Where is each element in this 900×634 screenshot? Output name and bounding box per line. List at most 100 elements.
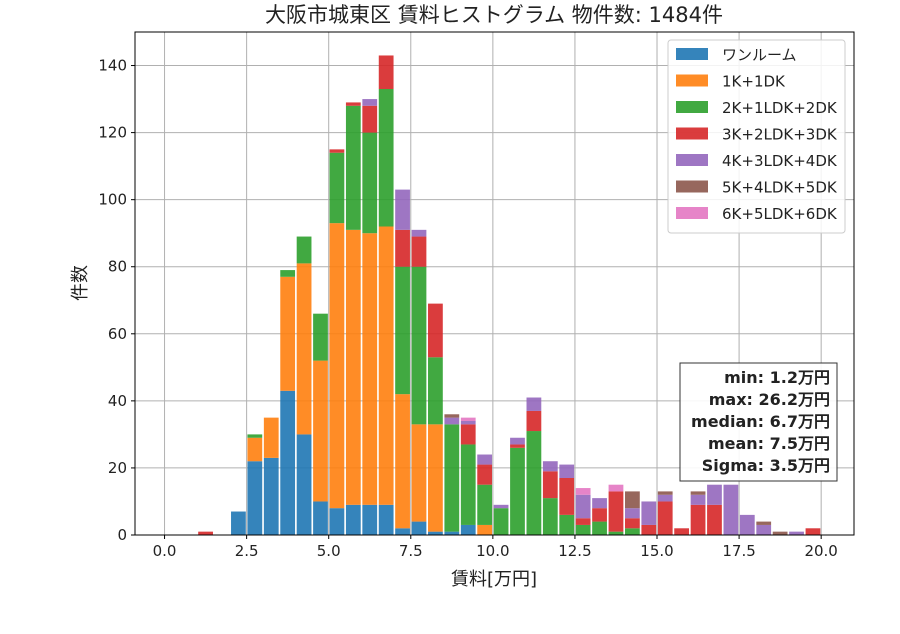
bar-segment-1 [362, 504, 378, 535]
bar-segment-3 [411, 266, 427, 425]
bar-segment-5 [723, 484, 739, 535]
bar-segment-4 [559, 477, 575, 515]
bar-segment-3 [542, 498, 558, 535]
stats-box-frame [679, 362, 838, 482]
bar-segment-3 [477, 484, 493, 525]
bar-segment-4 [460, 424, 476, 445]
y-axis-ticks: 0 20 40 60 80 100 120 140 [98, 57, 135, 544]
legend-label: 1K+1DK [722, 73, 786, 91]
bar-segment-4 [690, 504, 706, 535]
x-axis-label: 賃料[万円] [451, 569, 537, 590]
stats-box: min: 1.2万円 max: 26.2万円 median: 6.7万円 mea… [679, 362, 838, 482]
y-tick-label: 60 [108, 325, 127, 343]
bar-segment-4 [428, 303, 443, 358]
bar-segment-2 [345, 229, 361, 505]
bar-segment-5 [575, 494, 591, 519]
y-tick-label: 40 [108, 392, 127, 410]
bar-segment-3 [395, 266, 410, 395]
bar-segment-6 [772, 531, 788, 535]
bar-segment-6 [444, 414, 460, 418]
bar-segment-5 [460, 420, 476, 425]
bar-segment-3 [526, 431, 542, 535]
bar-segment-3 [345, 105, 361, 230]
bar-segment-2 [263, 417, 279, 458]
bar-segment-3 [444, 424, 460, 532]
bar-segment-1 [411, 521, 427, 535]
bar-segment-5 [526, 397, 542, 411]
bar-segment-7 [460, 417, 476, 421]
bar-segment-2 [378, 226, 394, 505]
y-tick-label: 20 [108, 459, 127, 477]
bar-segment-3 [493, 508, 509, 535]
bar-segment-1 [231, 511, 246, 535]
chart-title: 大阪市城東区 賃料ヒストグラム 物件数: 1484件 [265, 3, 723, 27]
legend-swatch [676, 207, 708, 219]
bar-segment-5 [362, 99, 378, 106]
plot-frame [134, 31, 855, 536]
legend-label: 4K+3LDK+4DK [722, 152, 838, 170]
bar-segment-2 [477, 524, 493, 535]
bar-segment-4 [526, 410, 542, 432]
bar-segment-3 [280, 270, 296, 277]
bar-segment-4 [608, 491, 624, 532]
bar-segment-5 [789, 531, 804, 535]
bar-segment-4 [575, 518, 591, 525]
bar-segment-4 [805, 528, 821, 535]
bar-segment-5 [641, 501, 657, 525]
bar-segment-4 [542, 471, 558, 499]
stats-max: max: 26.2万円 [709, 390, 830, 409]
legend-label: 6K+5LDK+6DK [722, 205, 838, 223]
x-tick-label: 10.0 [476, 542, 509, 560]
bar-segment-5 [542, 461, 558, 472]
bar-segment-2 [395, 394, 410, 529]
bar-segment-4 [378, 55, 394, 90]
bar-segment-1 [296, 434, 312, 535]
stats-mean: mean: 7.5万円 [708, 434, 830, 453]
x-tick-label: 12.5 [558, 542, 591, 560]
bar-segment-6 [756, 521, 772, 525]
legend-label: 5K+4LDK+5DK [722, 179, 838, 197]
bar-segment-4 [198, 531, 213, 535]
legend-swatch [676, 101, 708, 113]
x-tick-label: 20.0 [804, 542, 837, 560]
y-tick-label: 140 [98, 57, 127, 75]
legend-swatch [676, 127, 708, 140]
y-tick-label: 0 [117, 526, 127, 544]
bar-segment-5 [657, 494, 673, 502]
x-tick-label: 7.5 [399, 542, 423, 560]
bar-segment-2 [362, 233, 378, 505]
bar-segment-1 [460, 524, 476, 535]
bar-segment-5 [559, 464, 575, 478]
bar-segment-5 [739, 514, 755, 535]
bar-segment-3 [378, 89, 394, 227]
bar-segment-3 [362, 132, 378, 234]
bar-segment-1 [395, 528, 410, 535]
bar-segment-3 [329, 152, 345, 224]
bar-segment-4 [674, 528, 690, 535]
bar-segment-1 [247, 461, 263, 535]
bar-segment-5 [395, 189, 410, 230]
legend: ワンルーム 1K+1DK 2K+1LDK+2DK 3K+2LDK+3DK 4K+3LDK… [667, 39, 846, 234]
bar-segment-4 [411, 236, 427, 267]
bar-segment-7 [608, 484, 624, 492]
bar-segment-4 [641, 524, 657, 535]
stats-median: median: 6.7万円 [691, 412, 830, 431]
bar-segment-3 [510, 447, 525, 535]
legend-swatch [676, 180, 708, 193]
bars-layer [198, 55, 821, 535]
legend-swatch [676, 74, 708, 87]
bar-segment-5 [690, 494, 706, 505]
x-tick-label: 0.0 [153, 542, 177, 560]
stats-min: min: 1.2万円 [724, 368, 830, 387]
bar-segment-5 [411, 229, 427, 237]
bar-segment-3 [460, 444, 476, 525]
y-tick-label: 100 [98, 191, 127, 209]
bar-segment-2 [247, 437, 263, 462]
bar-segment-5 [510, 437, 525, 445]
bar-segment-4 [329, 149, 345, 153]
x-tick-label: 15.0 [640, 542, 673, 560]
bar-segment-3 [608, 531, 624, 535]
stats-sigma: Sigma: 3.5万円 [702, 456, 830, 475]
bar-segment-1 [313, 501, 328, 535]
